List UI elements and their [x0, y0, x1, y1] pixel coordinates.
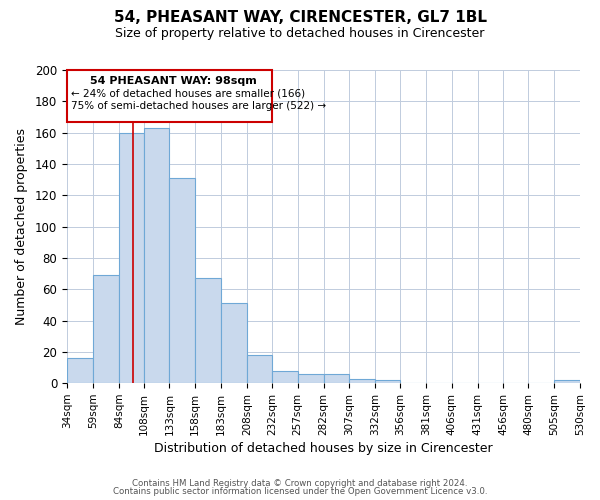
Bar — [247, 355, 272, 383]
Bar — [221, 304, 247, 383]
Bar — [375, 380, 400, 383]
Bar — [323, 374, 349, 383]
Bar — [298, 374, 323, 383]
Bar — [195, 278, 221, 383]
Text: Contains HM Land Registry data © Crown copyright and database right 2024.: Contains HM Land Registry data © Crown c… — [132, 478, 468, 488]
Text: Size of property relative to detached houses in Cirencester: Size of property relative to detached ho… — [115, 28, 485, 40]
Text: 54, PHEASANT WAY, CIRENCESTER, GL7 1BL: 54, PHEASANT WAY, CIRENCESTER, GL7 1BL — [113, 10, 487, 25]
X-axis label: Distribution of detached houses by size in Cirencester: Distribution of detached houses by size … — [154, 442, 493, 455]
Text: Contains public sector information licensed under the Open Government Licence v3: Contains public sector information licen… — [113, 487, 487, 496]
Bar — [67, 358, 93, 383]
Bar — [119, 132, 143, 383]
Bar — [93, 275, 119, 383]
Text: 75% of semi-detached houses are larger (522) →: 75% of semi-detached houses are larger (… — [71, 102, 326, 112]
Bar — [349, 378, 375, 383]
Bar — [169, 178, 195, 383]
Text: ← 24% of detached houses are smaller (166): ← 24% of detached houses are smaller (16… — [71, 89, 305, 99]
Text: 54 PHEASANT WAY: 98sqm: 54 PHEASANT WAY: 98sqm — [90, 76, 257, 86]
Bar — [67, 70, 272, 122]
Y-axis label: Number of detached properties: Number of detached properties — [15, 128, 28, 325]
Bar — [143, 128, 169, 383]
Bar — [554, 380, 580, 383]
Bar — [272, 370, 298, 383]
